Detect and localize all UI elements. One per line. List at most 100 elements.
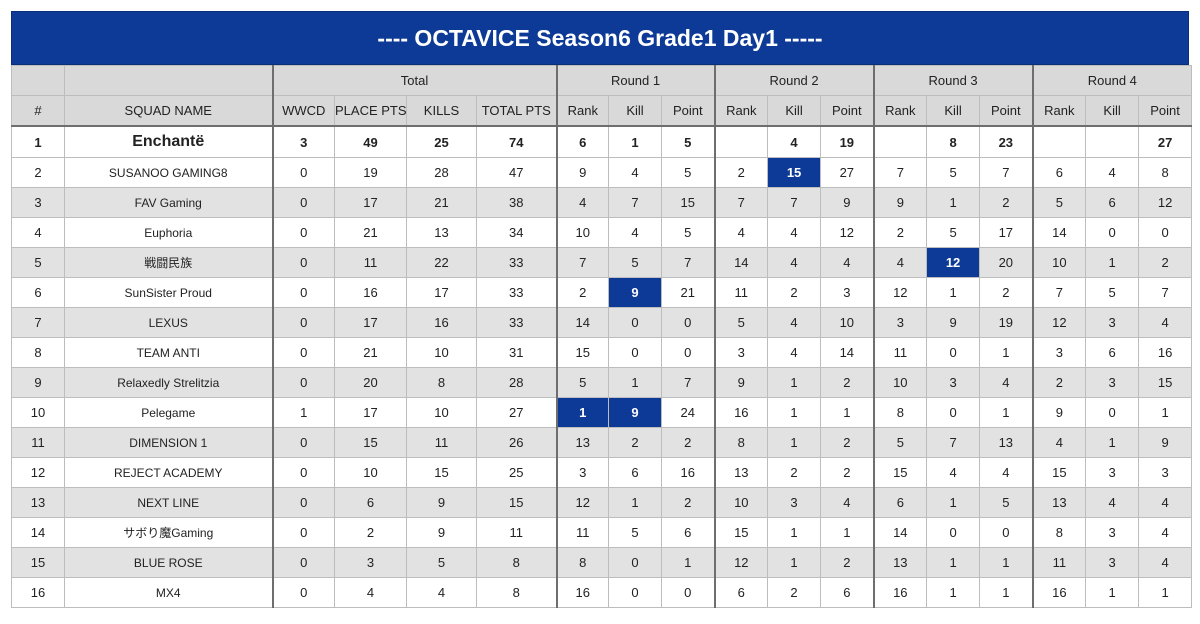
r2-round-point-cell: 2 bbox=[820, 457, 875, 488]
table-row: 11 DIMENSION 1 0 15 11 26 13 2 2 8 1 2 5 7 13 4 1 9 bbox=[11, 427, 1193, 458]
r4-round-rank-cell: 9 bbox=[1031, 397, 1087, 428]
r3-round-kill-cell: 8 bbox=[926, 125, 981, 158]
r3-round-kill-cell: 0 bbox=[926, 337, 981, 368]
r3-round-point-cell: 19 bbox=[979, 307, 1034, 338]
r3-round-kill-cell: 9 bbox=[926, 307, 981, 338]
blank-header bbox=[11, 65, 65, 96]
r1-round-kill-cell: 0 bbox=[608, 577, 663, 608]
wwcd-cell: 0 bbox=[271, 517, 335, 548]
r1-round-rank-cell: 1 bbox=[555, 397, 610, 428]
blank-header bbox=[64, 65, 273, 96]
r1-round-point-cell: 2 bbox=[661, 427, 716, 458]
r3-round-kill-cell: 1 bbox=[926, 487, 981, 518]
place-pts-cell: 3 bbox=[334, 547, 407, 578]
r3-round-rank-cell: 6 bbox=[872, 487, 928, 518]
r4-round-rank-cell: 4 bbox=[1031, 427, 1087, 458]
r1-round-kill-cell: 0 bbox=[608, 337, 663, 368]
r2-round-kill-cell: 1 bbox=[767, 427, 822, 458]
total-pts-cell: 31 bbox=[475, 337, 558, 368]
squad-name-cell: サボり魔Gaming bbox=[64, 517, 273, 548]
wwcd-cell: 1 bbox=[271, 397, 335, 428]
r2-round-kill-cell: 4 bbox=[767, 247, 822, 278]
col-header-r4-point: Point bbox=[1138, 95, 1193, 127]
squad-name-cell: Relaxedly Strelitzia bbox=[64, 367, 273, 398]
total-pts-cell: 27 bbox=[475, 397, 558, 428]
kills-cell: 10 bbox=[406, 337, 477, 368]
r2-round-kill-cell: 7 bbox=[767, 187, 822, 218]
r2-round-kill-cell: 2 bbox=[767, 577, 822, 608]
kills-cell: 8 bbox=[406, 367, 477, 398]
r4-round-point-cell: 4 bbox=[1138, 307, 1193, 338]
place-pts-cell: 6 bbox=[334, 487, 407, 518]
table-row: 7 LEXUS 0 17 16 33 14 0 0 5 4 10 3 9 19 12 3 4 bbox=[11, 307, 1193, 338]
squad-name-cell: FAV Gaming bbox=[64, 187, 273, 218]
total-pts-cell: 26 bbox=[475, 427, 558, 458]
r3-round-kill-cell: 1 bbox=[926, 187, 981, 218]
group-header-round3: Round 3 bbox=[872, 65, 1034, 96]
standings-sheet: ---- OCTAVICE Season6 Grade1 Day1 ----- … bbox=[11, 11, 1193, 608]
r1-round-rank-cell: 14 bbox=[555, 307, 610, 338]
r1-round-rank-cell: 8 bbox=[555, 547, 610, 578]
r1-round-kill-cell: 1 bbox=[608, 125, 663, 158]
r3-round-point-cell: 5 bbox=[979, 487, 1034, 518]
total-pts-cell: 33 bbox=[475, 277, 558, 308]
r3-round-kill-cell: 0 bbox=[926, 397, 981, 428]
r2-round-point-cell: 14 bbox=[820, 337, 875, 368]
place-pts-cell: 21 bbox=[334, 217, 407, 248]
r2-round-kill-cell: 2 bbox=[767, 457, 822, 488]
place-pts-cell: 16 bbox=[334, 277, 407, 308]
place-pts-cell: 20 bbox=[334, 367, 407, 398]
squad-name-cell: TEAM ANTI bbox=[64, 337, 273, 368]
table-row: 13 NEXT LINE 0 6 9 15 12 1 2 10 3 4 6 1 5 13 4 4 bbox=[11, 487, 1193, 518]
r1-round-kill-cell: 6 bbox=[608, 457, 663, 488]
r1-round-point-cell: 0 bbox=[661, 337, 716, 368]
kills-cell: 25 bbox=[406, 125, 477, 158]
total-pts-cell: 11 bbox=[475, 517, 558, 548]
r4-round-kill-cell: 3 bbox=[1085, 547, 1140, 578]
rank-cell: 15 bbox=[11, 547, 65, 578]
r4-round-point-cell: 4 bbox=[1138, 487, 1193, 518]
r3-round-rank-cell: 13 bbox=[872, 547, 928, 578]
r4-round-kill-cell: 12 bbox=[1085, 125, 1140, 158]
r1-round-rank-cell: 6 bbox=[555, 125, 610, 158]
total-pts-cell: 74 bbox=[475, 125, 558, 158]
r4-round-rank-cell: 12 bbox=[1031, 307, 1087, 338]
squad-name-cell: Pelegame bbox=[64, 397, 273, 428]
r2-round-point-cell: 1 bbox=[820, 397, 875, 428]
r3-round-rank-cell: 5 bbox=[872, 427, 928, 458]
r4-round-point-cell: 7 bbox=[1138, 277, 1193, 308]
r4-round-rank-cell: 3 bbox=[1031, 337, 1087, 368]
kills-cell: 17 bbox=[406, 277, 477, 308]
r4-round-kill-cell: 4 bbox=[1085, 157, 1140, 188]
r4-round-rank-cell: 2 bbox=[1031, 367, 1087, 398]
place-pts-cell: 15 bbox=[334, 427, 407, 458]
r3-round-kill-cell: 5 bbox=[926, 217, 981, 248]
wwcd-cell: 0 bbox=[271, 577, 335, 608]
rank-cell: 7 bbox=[11, 307, 65, 338]
r1-round-rank-cell: 11 bbox=[555, 517, 610, 548]
kills-cell: 13 bbox=[406, 217, 477, 248]
squad-name-cell: MX4 bbox=[64, 577, 273, 608]
rank-cell: 12 bbox=[11, 457, 65, 488]
r2-round-kill-cell: 1 bbox=[767, 547, 822, 578]
total-pts-cell: 33 bbox=[475, 247, 558, 278]
kills-cell: 9 bbox=[406, 487, 477, 518]
wwcd-cell: 0 bbox=[271, 277, 335, 308]
group-header-round2: Round 2 bbox=[713, 65, 875, 96]
r4-round-kill-cell: 6 bbox=[1085, 187, 1140, 218]
kills-cell: 5 bbox=[406, 547, 477, 578]
r1-round-rank-cell: 3 bbox=[555, 457, 610, 488]
rank-cell: 8 bbox=[11, 337, 65, 368]
wwcd-cell: 0 bbox=[271, 427, 335, 458]
r1-round-rank-cell: 15 bbox=[555, 337, 610, 368]
place-pts-cell: 10 bbox=[334, 457, 407, 488]
r4-round-rank-cell: 1 bbox=[1031, 125, 1087, 158]
r2-round-rank-cell: 5 bbox=[713, 307, 769, 338]
r3-round-rank-cell: 11 bbox=[872, 337, 928, 368]
r2-round-rank-cell: 15 bbox=[713, 517, 769, 548]
rank-cell: 9 bbox=[11, 367, 65, 398]
place-pts-cell: 17 bbox=[334, 307, 407, 338]
r3-round-kill-cell: 4 bbox=[926, 457, 981, 488]
r1-round-rank-cell: 13 bbox=[555, 427, 610, 458]
r2-round-rank-cell: 14 bbox=[713, 247, 769, 278]
